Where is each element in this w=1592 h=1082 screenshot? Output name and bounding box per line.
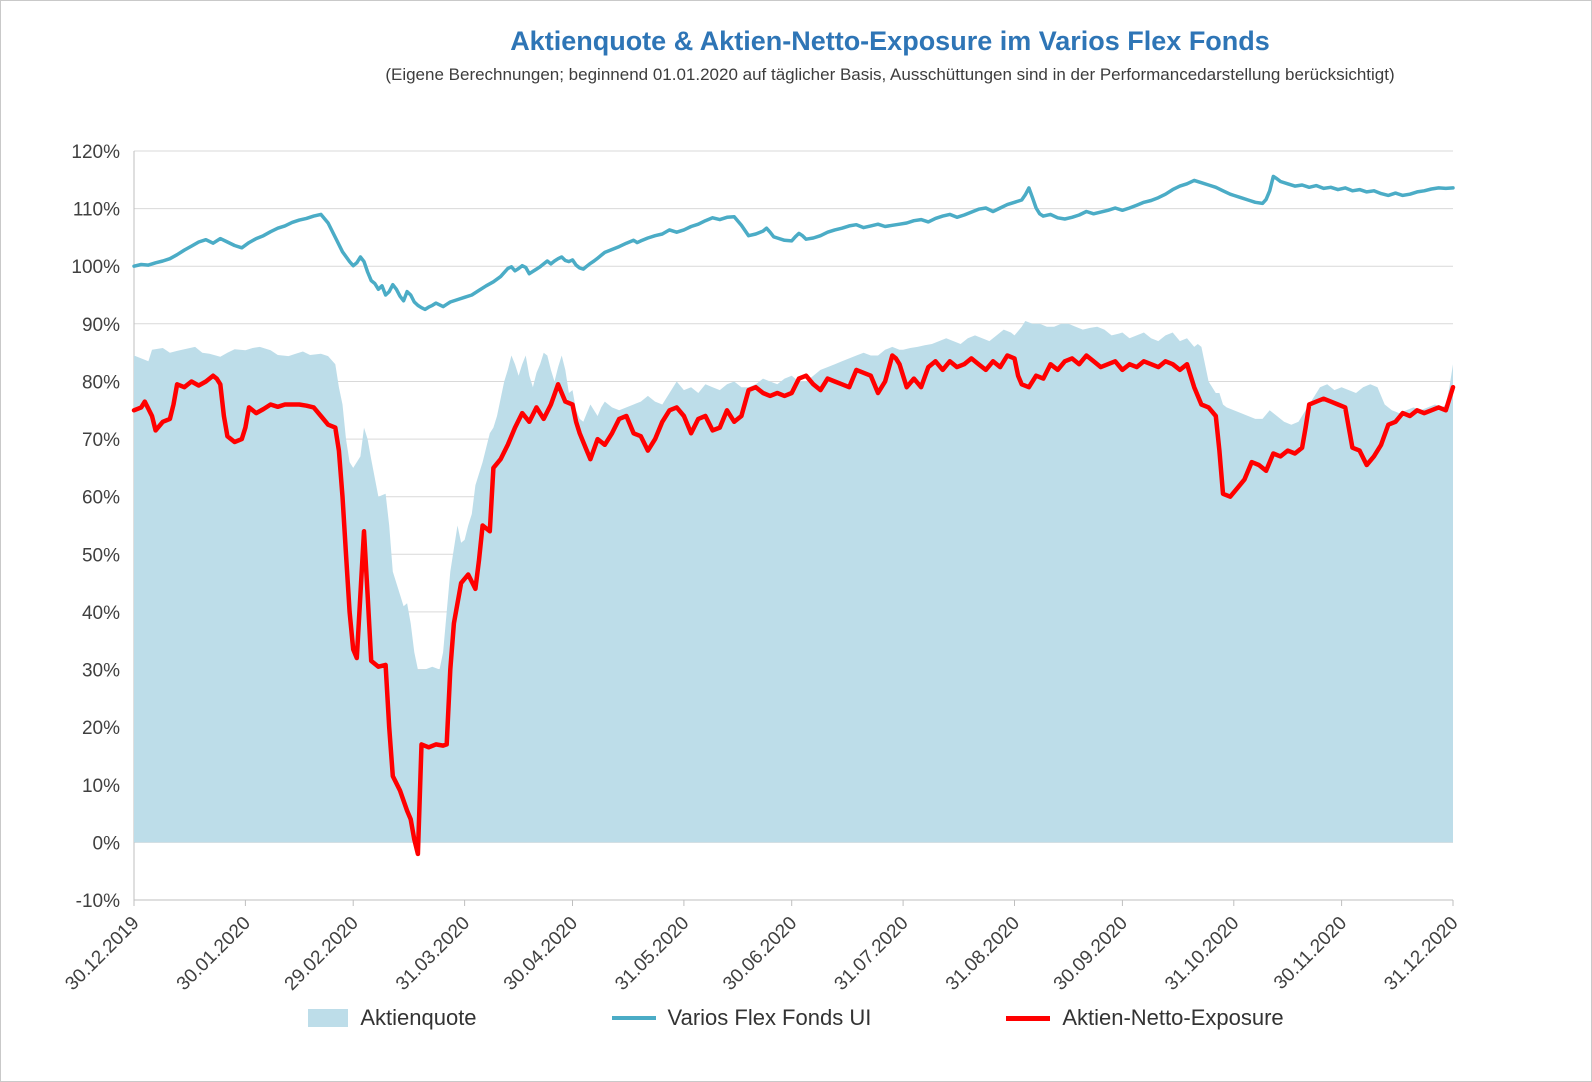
svg-text:120%: 120% bbox=[71, 142, 120, 163]
exposure-line-swatch-icon bbox=[1006, 1015, 1051, 1021]
svg-text:40%: 40% bbox=[82, 603, 120, 624]
svg-text:30%: 30% bbox=[82, 661, 120, 682]
svg-text:31.03.2020: 31.03.2020 bbox=[392, 913, 474, 995]
svg-text:30.01.2020: 30.01.2020 bbox=[173, 913, 255, 995]
legend-label: Aktien-Netto-Exposure bbox=[1062, 1005, 1284, 1030]
svg-text:60%: 60% bbox=[82, 488, 120, 509]
legend-item-aktien-netto-exposure: Aktien-Netto-Exposure bbox=[1006, 1005, 1284, 1031]
chart-header: Aktienquote & Aktien-Netto-Exposure im V… bbox=[1, 25, 1591, 85]
svg-text:-10%: -10% bbox=[76, 891, 120, 912]
svg-text:90%: 90% bbox=[82, 315, 120, 336]
svg-text:30.11.2020: 30.11.2020 bbox=[1270, 913, 1351, 994]
fonds-line-swatch-icon bbox=[611, 1016, 656, 1020]
svg-text:31.10.2020: 31.10.2020 bbox=[1161, 913, 1243, 995]
svg-text:100%: 100% bbox=[71, 257, 120, 278]
svg-text:31.07.2020: 31.07.2020 bbox=[831, 913, 913, 995]
svg-text:30.06.2020: 30.06.2020 bbox=[719, 913, 801, 995]
svg-text:80%: 80% bbox=[82, 373, 120, 394]
svg-text:30.04.2020: 30.04.2020 bbox=[500, 913, 582, 995]
legend-label: Aktienquote bbox=[360, 1005, 477, 1030]
svg-text:31.05.2020: 31.05.2020 bbox=[611, 913, 693, 995]
legend-label: Varios Flex Fonds UI bbox=[667, 1005, 872, 1030]
svg-text:31.12.2020: 31.12.2020 bbox=[1380, 913, 1462, 995]
svg-text:10%: 10% bbox=[82, 776, 120, 797]
svg-text:50%: 50% bbox=[82, 545, 120, 566]
svg-text:110%: 110% bbox=[73, 200, 120, 221]
aktienquote-swatch-icon bbox=[308, 1009, 349, 1027]
svg-text:70%: 70% bbox=[82, 430, 120, 451]
chart-subtitle: (Eigene Berechnungen; beginnend 01.01.20… bbox=[385, 65, 1395, 85]
svg-text:30.09.2020: 30.09.2020 bbox=[1050, 913, 1132, 995]
chart-title: Aktienquote & Aktien-Netto-Exposure im V… bbox=[510, 26, 1270, 56]
legend-item-varios-flex-fonds-ui: Varios Flex Fonds UI bbox=[611, 1005, 872, 1031]
svg-text:20%: 20% bbox=[82, 718, 120, 739]
legend-item-aktienquote: Aktienquote bbox=[308, 1005, 477, 1031]
svg-text:0%: 0% bbox=[93, 833, 121, 854]
legend: Aktienquote Varios Flex Fonds UI Aktien-… bbox=[1, 1005, 1591, 1031]
svg-text:31.08.2020: 31.08.2020 bbox=[942, 913, 1024, 995]
svg-text:30.12.2019: 30.12.2019 bbox=[61, 913, 143, 995]
svg-text:29.02.2020: 29.02.2020 bbox=[281, 913, 363, 995]
